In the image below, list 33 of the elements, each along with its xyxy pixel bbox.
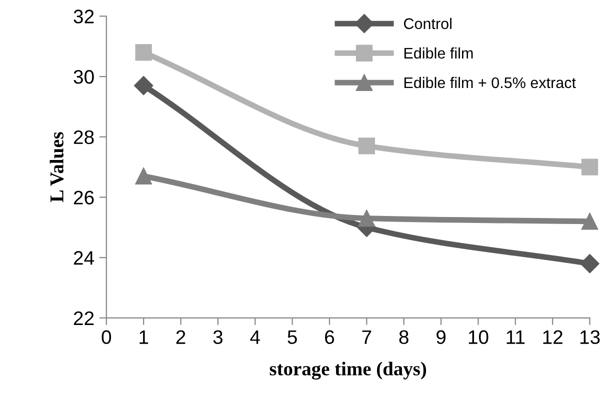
- y-tick-label: 28: [74, 130, 94, 144]
- x-tick-label: 9: [436, 330, 446, 344]
- x-tick-label: 11: [506, 330, 525, 344]
- y-tick-label: 22: [74, 311, 94, 325]
- point: [134, 76, 154, 96]
- x-tick-label: 3: [213, 330, 222, 344]
- x-tick-label: 6: [325, 330, 334, 344]
- x-axis-title: storage time (days): [270, 362, 426, 380]
- x-tick-label: 2: [176, 330, 186, 344]
- x-tick-label: 10: [468, 330, 488, 344]
- x-tick-label: 8: [399, 330, 408, 344]
- y-axis-title: L Values: [50, 132, 64, 202]
- point: [135, 44, 152, 61]
- x-tick-label: 7: [362, 330, 372, 344]
- legend-label: Edible film + 0.5% extract: [404, 76, 576, 88]
- x-tick-label: 4: [250, 330, 260, 344]
- x-tick-label: 0: [102, 330, 112, 344]
- legend-label: Control: [404, 18, 452, 30]
- y-tick-label: 26: [74, 190, 94, 204]
- point: [581, 213, 598, 230]
- point: [580, 254, 600, 274]
- x-tick-label: 12: [543, 330, 562, 344]
- point: [581, 158, 598, 176]
- y-tick-label: 30: [74, 70, 94, 84]
- x-tick-label: 1: [140, 330, 148, 344]
- y-tick-label: 32: [74, 10, 94, 24]
- x-tick-label: 5: [288, 330, 297, 344]
- x-tick-label: 13: [580, 330, 600, 344]
- y-tick-label: 24: [74, 251, 94, 265]
- point: [135, 168, 152, 184]
- legend-label: Edible film: [404, 47, 473, 59]
- point: [358, 138, 376, 154]
- point: [358, 210, 376, 227]
